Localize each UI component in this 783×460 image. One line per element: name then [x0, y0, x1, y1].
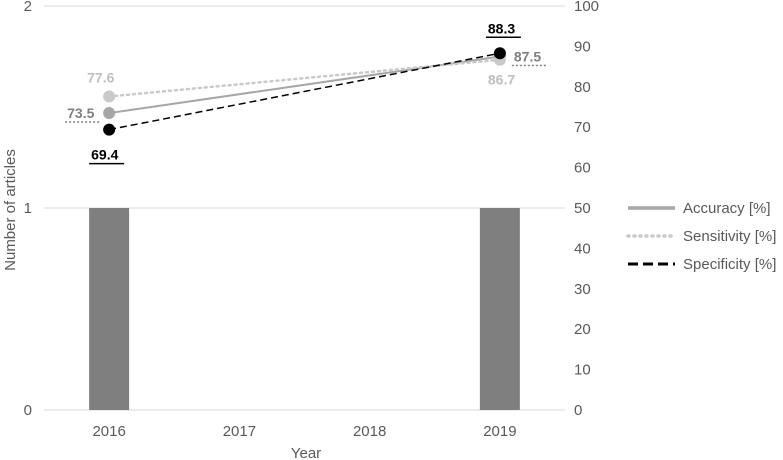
- y2-tick-label: 80: [574, 79, 591, 96]
- y-tick-label: 1: [24, 200, 32, 217]
- gridlines: [44, 5, 565, 411]
- data-labels: 73.5 87.5 77.6 86.7 69.4 88.3: [65, 20, 547, 165]
- y2-tick-label: 40: [574, 240, 591, 257]
- data-label: 86.7: [488, 72, 515, 88]
- y2-tick-label: 50: [574, 200, 591, 217]
- y2-tick-label: 30: [574, 281, 591, 298]
- data-label: 77.6: [87, 69, 114, 85]
- x-axis-title: Year: [291, 445, 321, 460]
- y2-tick-label: 90: [574, 38, 591, 55]
- x-tick-label: 2016: [92, 423, 125, 440]
- y-axis-title: Number of articles: [2, 149, 19, 271]
- legend-label: Accuracy [%]: [683, 200, 771, 217]
- y-tick-label: 0: [24, 402, 32, 419]
- y2-tick-label: 60: [574, 160, 591, 177]
- y2-tick-label: 100: [574, 0, 599, 15]
- bars: [89, 208, 520, 410]
- y2-tick-label: 70: [574, 119, 591, 136]
- y-tick-label: 2: [24, 0, 32, 15]
- data-label: 73.5: [67, 105, 94, 121]
- x-tick-label: 2019: [483, 423, 516, 440]
- series-line: [108, 52, 501, 131]
- y2-tick-label: 20: [574, 321, 591, 338]
- data-label: 69.4: [91, 147, 118, 163]
- bar: [89, 208, 130, 410]
- y2-tick-label: 10: [574, 362, 591, 379]
- series-marker: [103, 123, 116, 136]
- series-marker: [103, 90, 116, 103]
- legend: Accuracy [%] Sensitivity [%] Specificity […: [626, 200, 776, 273]
- x-tick-label: 2017: [223, 423, 256, 440]
- y2-tick-label: 0: [574, 402, 582, 419]
- data-label: 88.3: [488, 20, 515, 36]
- series-marker: [493, 47, 506, 60]
- bar: [479, 208, 520, 410]
- legend-label: Sensitivity [%]: [683, 228, 776, 245]
- series-lines: [103, 47, 506, 136]
- x-tick-label: 2018: [353, 423, 386, 440]
- data-label: 87.5: [514, 49, 541, 65]
- series-marker: [103, 107, 116, 120]
- legend-label: Specificity [%]: [683, 256, 776, 273]
- series-line: [108, 55, 501, 115]
